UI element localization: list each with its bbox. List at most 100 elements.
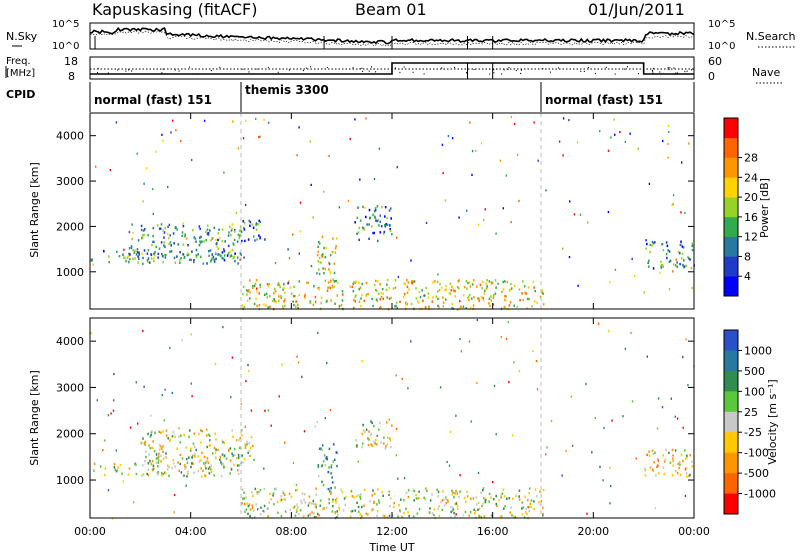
echo-cell [496, 504, 498, 507]
echo-cell [374, 279, 377, 283]
power-colorbar-label: Power [dB] [758, 178, 771, 238]
echo-cell [330, 492, 332, 495]
echo-cell [527, 506, 530, 509]
frequency-trace [90, 62, 694, 75]
echo-cell [152, 464, 155, 467]
echo-cell [281, 363, 283, 366]
echo-cell [528, 297, 531, 301]
echo-cell [336, 451, 339, 455]
echo-cell [318, 447, 321, 450]
echo-cell [178, 427, 180, 430]
echo-cell [173, 242, 175, 245]
echo-cell [239, 258, 241, 261]
echo-cell [314, 295, 317, 299]
echo-cell [244, 444, 247, 447]
echo-cell [309, 140, 311, 143]
echo-cell [691, 465, 694, 468]
echo-cell [141, 234, 144, 237]
x-axis-label: Time UT [368, 541, 414, 554]
nave-point [675, 72, 677, 74]
echo-cell [331, 284, 334, 288]
echo-cell [407, 511, 409, 514]
echo-cell [191, 454, 194, 457]
echo-cell [328, 262, 331, 266]
echo-cell [295, 305, 297, 308]
echo-cell [209, 439, 211, 442]
echo-cell [500, 496, 502, 499]
echo-cell [477, 501, 480, 504]
echo-cell [199, 255, 202, 258]
echo-cell [668, 260, 671, 263]
echo-cell [244, 425, 246, 428]
echo-cell [307, 281, 309, 284]
echo-cell [234, 252, 236, 255]
echo-cell [160, 460, 162, 463]
echo-cell [243, 305, 246, 309]
echo-cell [230, 229, 233, 232]
echo-cell [233, 453, 236, 456]
echo-cell [212, 255, 215, 259]
echo-cell [372, 508, 375, 511]
echo-cell [321, 444, 324, 447]
echo-cell [469, 306, 472, 309]
echo-cell [661, 243, 663, 246]
echo-cell [170, 244, 172, 247]
echo-cell [484, 289, 486, 293]
echo-cell [526, 297, 529, 301]
echo-cell [304, 293, 306, 296]
echo-cell [438, 505, 440, 508]
echo-cell [648, 265, 650, 268]
echo-cell [398, 504, 400, 507]
echo-cell [168, 465, 170, 469]
echo-cell [195, 240, 197, 243]
echo-cell [532, 280, 535, 284]
colorbar-swatch [724, 197, 738, 218]
echo-cell [587, 221, 589, 224]
echo-cell [220, 475, 223, 478]
echo-cell [232, 256, 235, 259]
echo-cell [490, 282, 493, 285]
echo-cell [163, 419, 165, 422]
echo-cell [321, 464, 324, 467]
echo-cell [319, 499, 322, 502]
echo-cell [211, 452, 214, 455]
echo-cell [152, 212, 154, 216]
echo-cell [250, 435, 253, 439]
echo-cell [199, 241, 202, 244]
echo-cell [208, 250, 210, 253]
echo-cell [374, 284, 376, 287]
echo-cell [284, 510, 287, 513]
echo-cell [221, 257, 224, 260]
echo-cell [307, 504, 310, 507]
echo-cell [500, 336, 502, 339]
echo-cell [151, 430, 153, 433]
echo-cell [158, 430, 160, 434]
echo-cell [197, 469, 200, 473]
echo-cell [154, 251, 156, 254]
nave-point [219, 66, 221, 69]
echo-cell [478, 297, 480, 300]
echo-cell [389, 497, 392, 500]
echo-cell [476, 381, 478, 384]
echo-cell [654, 507, 657, 510]
echo-cell [528, 487, 531, 490]
power-y-axis-label: Slant Range [km] [28, 162, 41, 258]
echo-cell [506, 497, 508, 500]
echo-cell [492, 481, 494, 484]
echo-cell [501, 492, 504, 495]
echo-cell [482, 489, 484, 492]
nave-point [368, 70, 370, 72]
echo-cell [488, 500, 490, 503]
nave-point [668, 68, 670, 71]
echo-cell [179, 258, 181, 261]
echo-cell [142, 229, 145, 232]
date-title: 01/Jun/2011 [588, 0, 685, 19]
echo-cell [664, 458, 667, 461]
echo-cell [607, 149, 610, 152]
echo-cell [534, 488, 537, 491]
echo-cell [267, 285, 270, 288]
echo-cell [351, 495, 354, 498]
echo-cell [323, 272, 325, 275]
echo-cell [363, 228, 365, 231]
echo-cell [546, 446, 548, 449]
